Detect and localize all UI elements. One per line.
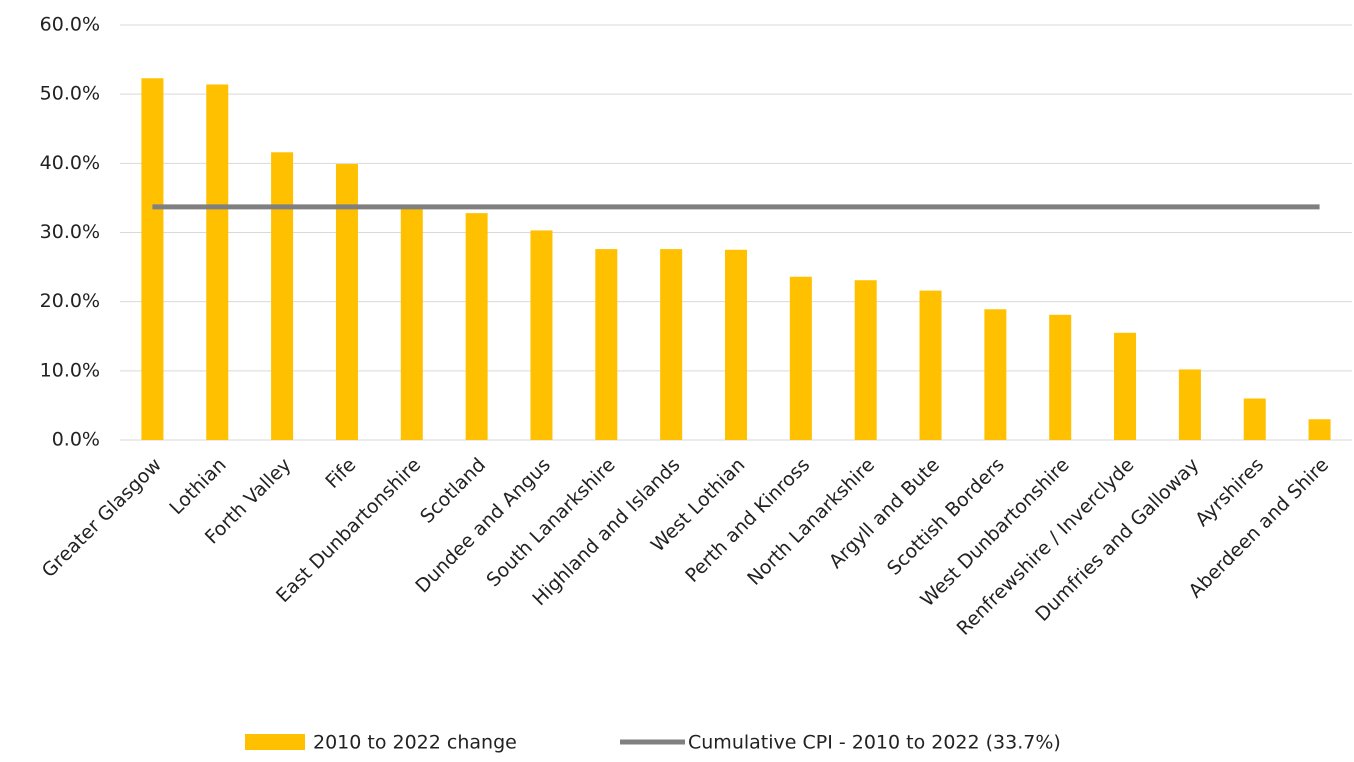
bar <box>789 276 812 440</box>
x-tick-label: Fife <box>321 454 360 493</box>
bar <box>854 280 877 440</box>
bar <box>271 152 294 440</box>
legend-label: Cumulative CPI - 2010 to 2022 (33.7%) <box>688 732 1061 754</box>
x-tick-label: Lothian <box>165 454 230 519</box>
legend-label: 2010 to 2022 change <box>313 732 517 754</box>
bar <box>206 84 229 440</box>
bar <box>1114 332 1137 440</box>
bar <box>335 164 358 440</box>
bar <box>1049 314 1072 440</box>
bar <box>1178 369 1201 440</box>
y-tick-label: 60.0% <box>40 14 100 36</box>
bar <box>984 309 1007 440</box>
bar <box>595 249 618 440</box>
bar <box>1243 398 1266 440</box>
bar <box>1308 419 1331 440</box>
bar <box>141 78 164 440</box>
x-tick-label: Argyll and Bute <box>825 454 944 573</box>
y-tick-label: 50.0% <box>40 83 100 105</box>
y-tick-label: 10.0% <box>40 359 100 381</box>
bar <box>530 230 553 440</box>
bar <box>465 213 488 440</box>
x-tick-label: North Lanarkshire <box>743 454 879 590</box>
bar <box>400 208 423 440</box>
bar <box>919 290 942 440</box>
y-tick-label: 20.0% <box>40 290 100 312</box>
y-tick-label: 30.0% <box>40 221 100 243</box>
y-tick-label: 0.0% <box>52 429 100 451</box>
x-tick-label: Greater Glasgow <box>38 454 166 582</box>
bar <box>725 249 747 440</box>
legend-swatch <box>245 734 305 750</box>
x-tick-label: Scottish Borders <box>883 454 1009 580</box>
x-tick-label: Perth and Kinross <box>681 454 814 587</box>
y-tick-label: 40.0% <box>40 152 100 174</box>
bar <box>660 249 683 440</box>
